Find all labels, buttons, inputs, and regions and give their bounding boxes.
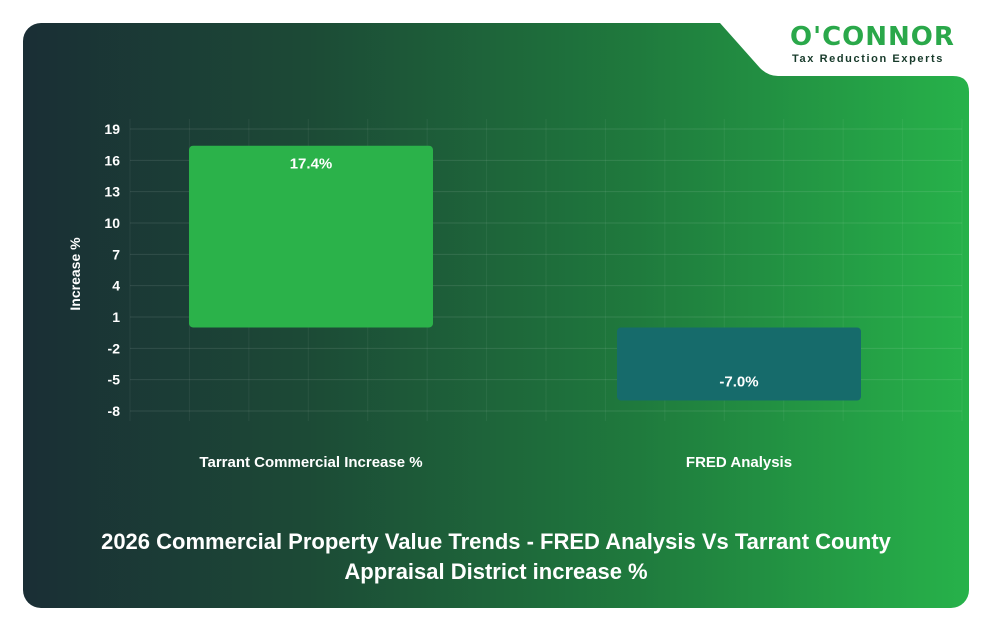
bars: 17.4% -7.0% bbox=[189, 145, 861, 401]
y-tick-label: 7 bbox=[112, 246, 120, 262]
y-tick-label: -8 bbox=[108, 403, 121, 419]
y-tick-label: 19 bbox=[104, 121, 120, 137]
chart-title: 2026 Commercial Property Value Trends - … bbox=[23, 527, 969, 587]
chart-title-line-1: 2026 Commercial Property Value Trends - … bbox=[101, 529, 891, 554]
data-label: -7.0% bbox=[719, 374, 758, 391]
bar-1 bbox=[189, 145, 433, 328]
brand-tagline: Tax Reduction Experts bbox=[792, 53, 944, 65]
y-tick-labels: 19 16 13 10 7 4 1 -2 -5 -8 bbox=[104, 121, 120, 419]
y-tick-label: 4 bbox=[112, 278, 120, 294]
y-tick-label: -5 bbox=[108, 372, 121, 388]
brand-logo: O'CONNOR Tax Reduction Experts bbox=[790, 22, 980, 72]
bar-2 bbox=[617, 327, 861, 401]
y-tick-label: 13 bbox=[104, 184, 120, 200]
brand-name: O'CONNOR bbox=[790, 22, 955, 52]
y-tick-label: 1 bbox=[112, 309, 120, 325]
y-axis-label: Increase % bbox=[67, 237, 83, 311]
chart-card bbox=[23, 23, 969, 608]
data-label: 17.4% bbox=[290, 156, 333, 173]
y-tick-label: 16 bbox=[104, 152, 120, 168]
x-tick-label: FRED Analysis bbox=[686, 454, 792, 471]
x-tick-label: Tarrant Commercial Increase % bbox=[199, 454, 422, 471]
x-tick-labels: Tarrant Commercial Increase % FRED Analys… bbox=[199, 454, 792, 471]
y-tick-label: -2 bbox=[108, 340, 121, 356]
y-tick-label: 10 bbox=[104, 215, 120, 231]
chart-title-line-2: Appraisal District increase % bbox=[344, 559, 648, 584]
